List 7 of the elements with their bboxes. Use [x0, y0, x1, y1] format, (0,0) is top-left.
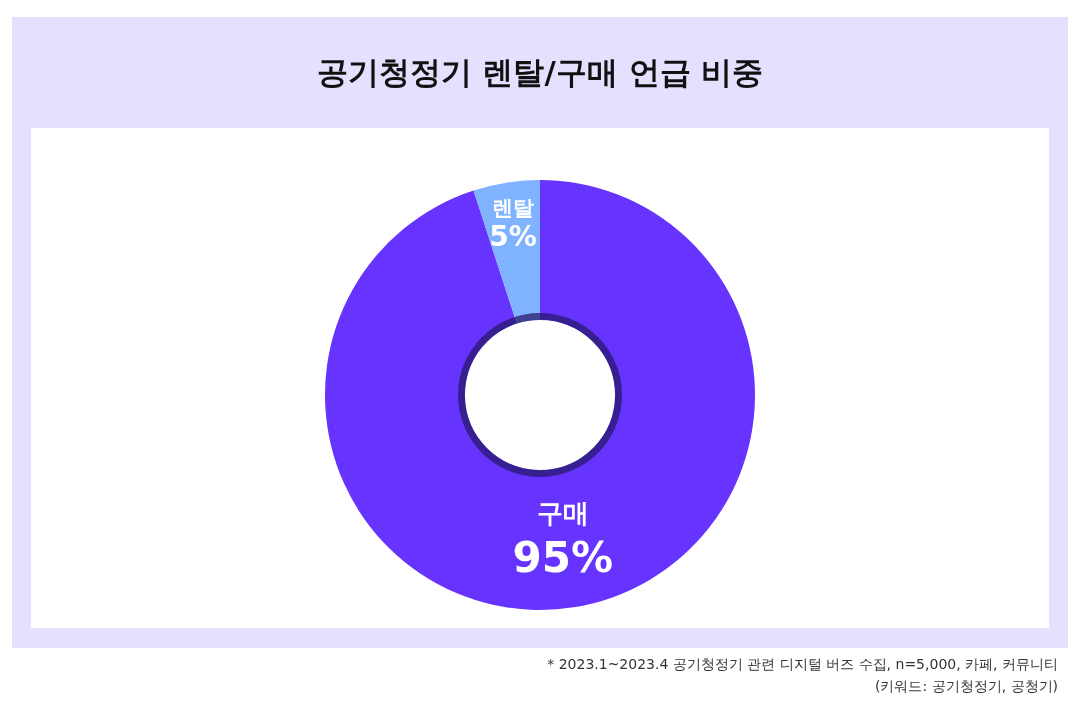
chart-title: 공기청정기 렌탈/구매 언급 비중: [315, 53, 765, 92]
text: (키워드: 공기청정기, 공청기): [875, 678, 1058, 696]
data-label: 95%: [512, 533, 614, 583]
slice-label: 구매: [536, 498, 589, 529]
data-label: 5%: [489, 220, 537, 254]
slice-label: 렌탈: [492, 195, 535, 220]
text: * 2023.1~2023.4 공기청정기 관련 디지털 버즈 수집, n=5,000, 카페, 커뮤니티: [547, 656, 1058, 674]
